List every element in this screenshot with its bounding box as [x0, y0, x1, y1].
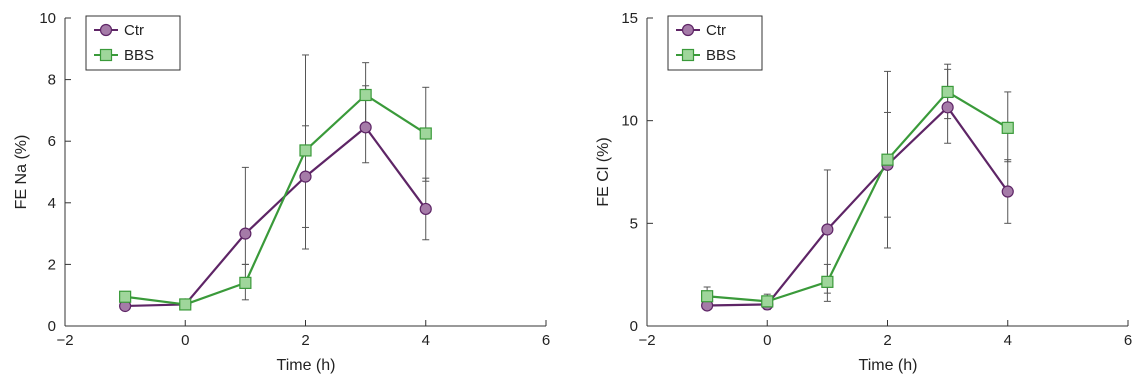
legend-label-ctr: Ctr — [124, 22, 144, 39]
y-tick-label: 15 — [621, 10, 638, 27]
data-point-ctr — [239, 227, 252, 240]
x-tick-label: 2 — [883, 332, 891, 349]
x-tick-label: 2 — [301, 332, 309, 349]
y-tick-label: 10 — [39, 10, 56, 27]
data-point-ctr — [299, 170, 312, 183]
legend-entry-bbs: BBS — [94, 47, 154, 64]
legend-entry-ctr: Ctr — [94, 22, 144, 39]
y-tick-label: 10 — [621, 113, 638, 130]
data-point-ctr — [1001, 185, 1014, 198]
data-point-bbs — [761, 295, 774, 308]
series-line-ctr — [707, 106, 1009, 307]
data-point-bbs — [941, 85, 954, 99]
data-point-ctr — [359, 121, 372, 134]
x-tick-label: −2 — [56, 332, 73, 349]
data-point-bbs — [299, 144, 312, 157]
data-point-bbs — [359, 88, 372, 102]
data-point-ctr — [821, 223, 834, 236]
y-axis-label: FE Na (%) — [13, 135, 30, 210]
data-point-bbs — [419, 127, 432, 140]
x-tick-label: 6 — [1124, 332, 1132, 349]
x-tick-label: −2 — [638, 332, 655, 349]
legend-label-bbs: BBS — [706, 47, 736, 64]
y-tick-label: 6 — [48, 133, 56, 150]
legend: Ctr BBS — [85, 15, 181, 71]
data-point-ctr — [941, 101, 954, 114]
chart-marks — [119, 54, 432, 313]
x-axis-label: Time (h) — [277, 357, 336, 374]
legend-label-ctr: Ctr — [706, 22, 726, 39]
legend-marker-square — [99, 48, 113, 62]
y-tick-label: 4 — [48, 195, 56, 212]
y-axis-label: FE Cl (%) — [595, 137, 612, 206]
data-point-bbs — [119, 290, 132, 303]
chart-marks — [701, 63, 1014, 312]
y-tick-label: 8 — [48, 72, 56, 89]
data-point-bbs — [821, 275, 834, 288]
legend-label-bbs: BBS — [124, 47, 154, 64]
series-line-ctr — [125, 126, 427, 308]
x-tick-label: 4 — [1004, 332, 1012, 349]
legend-entry-ctr: Ctr — [676, 22, 726, 39]
y-tick-label: 5 — [630, 215, 638, 232]
data-point-bbs — [881, 153, 894, 166]
legend-marker-circle — [681, 23, 695, 37]
y-tick-label: 0 — [630, 318, 638, 335]
data-point-bbs — [701, 290, 714, 303]
x-tick-label: 0 — [763, 332, 771, 349]
y-tick-label: 0 — [48, 318, 56, 335]
data-point-bbs — [1001, 121, 1014, 134]
data-point-bbs — [179, 298, 192, 311]
legend-marker-circle — [99, 23, 113, 37]
data-point-bbs — [239, 276, 252, 289]
legend-entry-bbs: BBS — [676, 47, 736, 64]
series-line-bbs — [124, 93, 427, 306]
x-tick-label: 0 — [181, 332, 189, 349]
legend-marker-square — [681, 48, 695, 62]
x-tick-label: 6 — [542, 332, 550, 349]
y-tick-label: 2 — [48, 256, 56, 273]
x-axis-label: Time (h) — [859, 357, 918, 374]
x-tick-label: 4 — [422, 332, 430, 349]
series-line-bbs — [707, 90, 1009, 303]
data-point-ctr — [419, 202, 432, 216]
legend: Ctr BBS — [667, 15, 763, 71]
